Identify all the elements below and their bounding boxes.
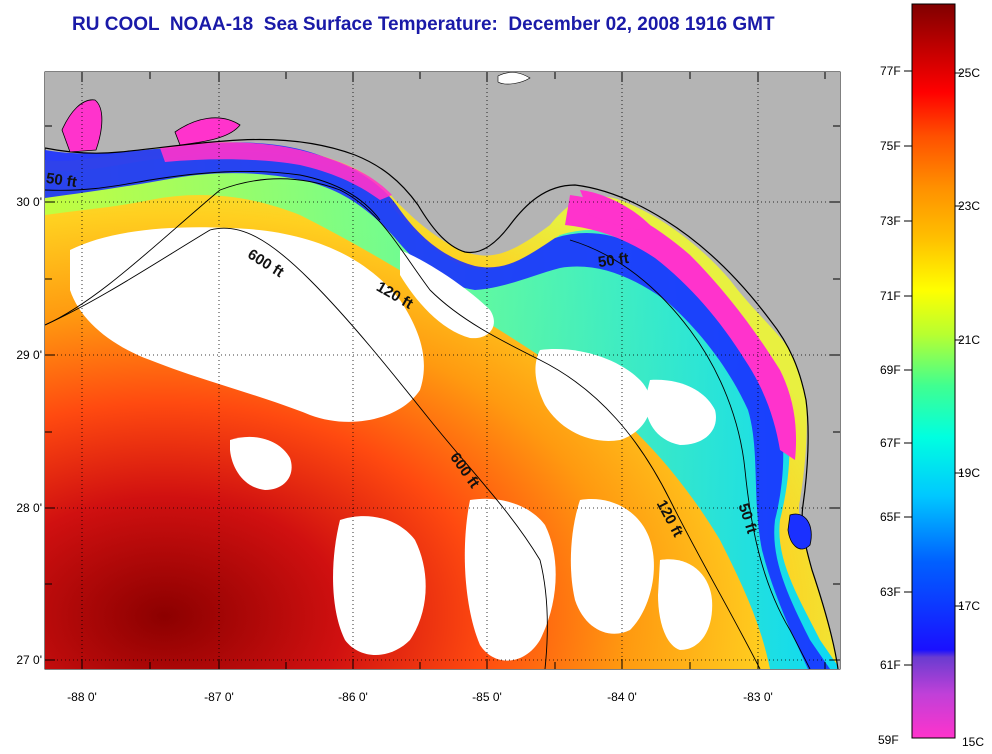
colorbar-c-21: 21C	[958, 333, 981, 347]
coastline	[45, 138, 839, 669]
colorbar-c-17: 17C	[958, 599, 981, 613]
colorbar-f-73: 73F	[880, 214, 901, 228]
colorbar-c-25: 25C	[958, 66, 981, 80]
colorbar-f-67: 67F	[880, 436, 901, 450]
contour-120ft	[45, 178, 761, 669]
lon-label-88: -88 0'	[67, 690, 97, 704]
lon-label-85: -85 0'	[472, 690, 502, 704]
map-title: RU COOL NOAA-18 Sea Surface Temperature:…	[72, 14, 775, 35]
colorbar-c-23: 23C	[958, 199, 981, 213]
colorbar-c-19: 19C	[958, 466, 981, 480]
graticule	[45, 72, 840, 669]
colorbar-f-75: 75F	[880, 139, 901, 153]
lat-label-27: 27 0'	[16, 653, 42, 667]
nearshore-blue-band	[45, 142, 830, 669]
colorbar-f-63: 63F	[880, 585, 901, 599]
lon-label-86: -86 0'	[338, 690, 368, 704]
mobile-bay-islet	[497, 72, 531, 85]
cold-shoreline-band	[565, 195, 797, 460]
colorbar-f-71: 71F	[880, 289, 901, 303]
lat-label-28: 28 0'	[16, 501, 42, 515]
lon-label-84: -84 0'	[607, 690, 637, 704]
tampa-bay	[787, 513, 812, 550]
colorbar-c-15: 15C	[962, 735, 985, 749]
cold-shoreline-band-west	[160, 142, 392, 200]
axis-ticks	[45, 72, 840, 669]
contour-50ft-east	[569, 239, 811, 669]
land-area	[45, 72, 840, 669]
colorbar-f-59: 59F	[878, 733, 899, 747]
colorbar-f-69: 69F	[880, 363, 901, 377]
colorbar	[911, 3, 956, 739]
colorbar-f-65: 65F	[880, 510, 901, 524]
choctawhatchee-bay	[174, 117, 241, 146]
lat-label-30: 30 0'	[16, 195, 42, 209]
lon-label-87: -87 0'	[204, 690, 234, 704]
colorbar-f-77: 77F	[880, 64, 901, 78]
lat-label-29: 29 0'	[16, 348, 42, 362]
cloud-mask	[70, 227, 716, 661]
contour-600ft	[45, 227, 548, 669]
colorbar-f-61: 61F	[880, 658, 901, 672]
colorbar-ticks	[904, 70, 963, 666]
apalachee-bay	[580, 190, 650, 230]
pensacola-bay	[61, 99, 103, 153]
lon-label-83: -83 0'	[743, 690, 773, 704]
